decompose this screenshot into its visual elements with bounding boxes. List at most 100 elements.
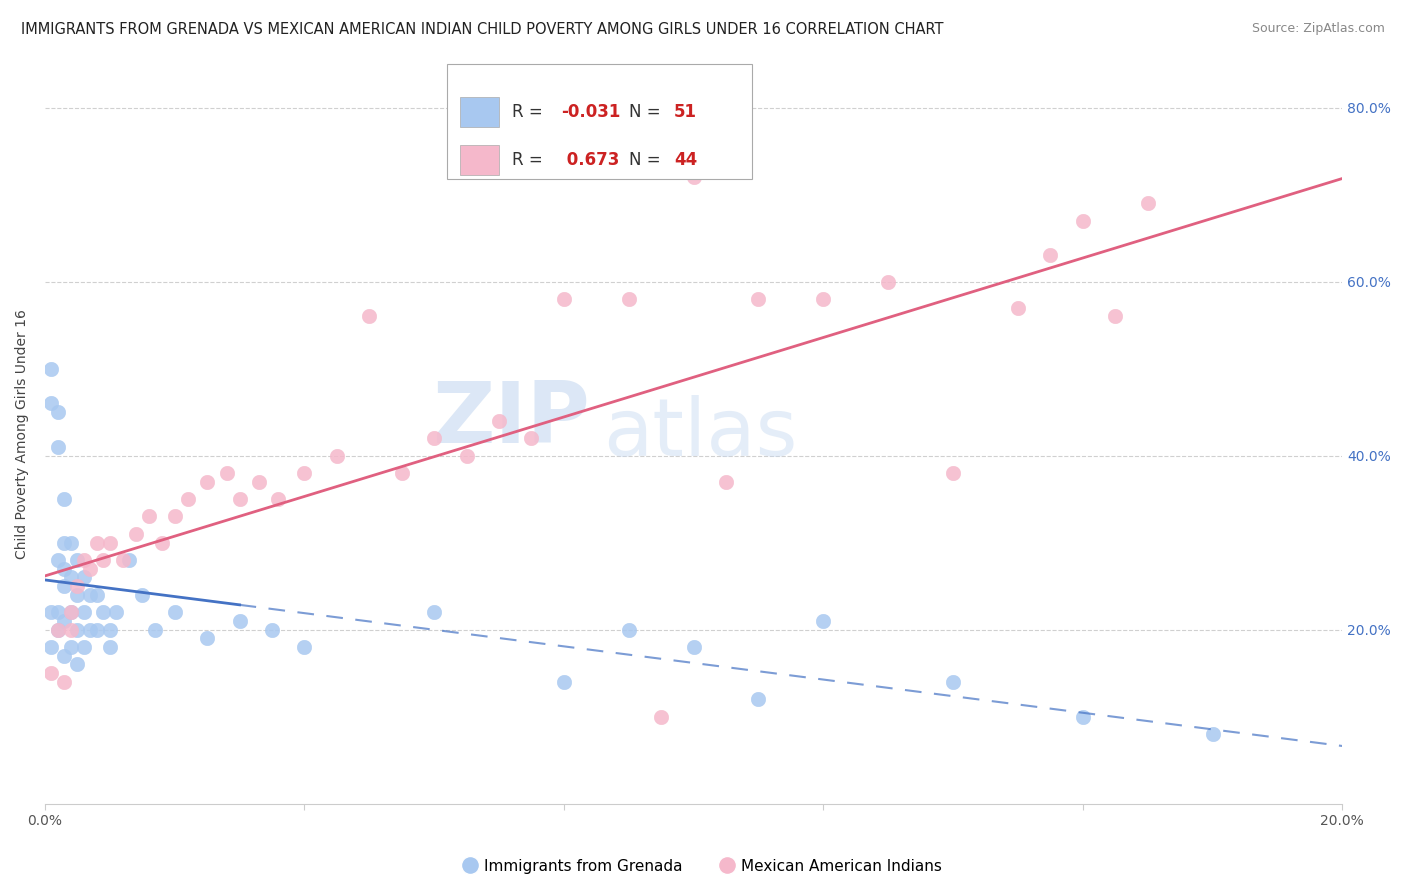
- Point: [195, 475, 218, 489]
- Point: [59, 623, 82, 637]
- Point: [53, 561, 76, 575]
- Point: [118, 553, 141, 567]
- Point: [456, 449, 478, 463]
- Point: [1201, 727, 1223, 741]
- Point: [66, 657, 89, 672]
- Text: ZIP: ZIP: [432, 377, 591, 460]
- Point: [423, 431, 446, 445]
- Point: [553, 292, 575, 306]
- Point: [93, 553, 115, 567]
- FancyBboxPatch shape: [447, 64, 752, 178]
- Point: [942, 466, 965, 480]
- Point: [73, 640, 96, 654]
- Point: [260, 623, 283, 637]
- Point: [79, 561, 101, 575]
- Point: [1136, 196, 1159, 211]
- Point: [66, 588, 89, 602]
- Point: [98, 640, 121, 654]
- Point: [553, 674, 575, 689]
- Point: [942, 674, 965, 689]
- Point: [46, 553, 69, 567]
- Point: [46, 440, 69, 454]
- Point: [813, 292, 835, 306]
- Point: [228, 491, 250, 506]
- Point: [86, 535, 108, 549]
- Point: [111, 553, 134, 567]
- Point: [98, 535, 121, 549]
- Point: [53, 674, 76, 689]
- Point: [59, 605, 82, 619]
- Point: [125, 526, 148, 541]
- Point: [1104, 310, 1126, 324]
- Point: [267, 491, 290, 506]
- Point: [617, 623, 640, 637]
- Point: [98, 623, 121, 637]
- Point: [66, 553, 89, 567]
- Text: 0.673: 0.673: [561, 151, 620, 169]
- Point: [1071, 709, 1094, 723]
- Point: [105, 605, 128, 619]
- Point: [66, 623, 89, 637]
- Point: [41, 396, 63, 410]
- Point: [53, 491, 76, 506]
- Text: atlas: atlas: [603, 395, 797, 473]
- Point: [59, 640, 82, 654]
- FancyBboxPatch shape: [460, 145, 499, 175]
- Point: [41, 666, 63, 681]
- Text: -0.031: -0.031: [561, 103, 620, 121]
- Point: [813, 614, 835, 628]
- Point: [423, 605, 446, 619]
- Point: [53, 535, 76, 549]
- FancyBboxPatch shape: [460, 97, 499, 127]
- Point: [53, 579, 76, 593]
- Point: [1071, 213, 1094, 227]
- Point: [93, 605, 115, 619]
- Point: [143, 623, 166, 637]
- Point: [41, 605, 63, 619]
- Point: [46, 605, 69, 619]
- Point: [520, 431, 543, 445]
- Point: [66, 579, 89, 593]
- Point: [228, 614, 250, 628]
- Text: IMMIGRANTS FROM GRENADA VS MEXICAN AMERICAN INDIAN CHILD POVERTY AMONG GIRLS UND: IMMIGRANTS FROM GRENADA VS MEXICAN AMERI…: [21, 22, 943, 37]
- Point: [247, 475, 270, 489]
- Text: R =: R =: [512, 103, 543, 121]
- Point: [215, 466, 238, 480]
- Point: [877, 275, 900, 289]
- Point: [195, 632, 218, 646]
- Text: Source: ZipAtlas.com: Source: ZipAtlas.com: [1251, 22, 1385, 36]
- Point: [53, 648, 76, 663]
- Point: [714, 475, 737, 489]
- Point: [488, 414, 510, 428]
- Point: [41, 361, 63, 376]
- Point: [46, 623, 69, 637]
- Point: [59, 535, 82, 549]
- Point: [46, 623, 69, 637]
- Point: [53, 614, 76, 628]
- Point: [1039, 248, 1062, 262]
- Point: [86, 623, 108, 637]
- Point: [150, 535, 173, 549]
- Point: [682, 170, 704, 185]
- Legend: Immigrants from Grenada, Mexican American Indians: Immigrants from Grenada, Mexican America…: [458, 853, 948, 880]
- Y-axis label: Child Poverty Among Girls Under 16: Child Poverty Among Girls Under 16: [15, 309, 30, 558]
- Point: [176, 491, 198, 506]
- Point: [86, 588, 108, 602]
- Point: [747, 292, 769, 306]
- Point: [650, 709, 672, 723]
- Text: N =: N =: [628, 103, 661, 121]
- Point: [59, 605, 82, 619]
- Text: N =: N =: [628, 151, 661, 169]
- Point: [73, 605, 96, 619]
- Point: [163, 605, 186, 619]
- Text: 51: 51: [673, 103, 697, 121]
- Point: [326, 449, 349, 463]
- Point: [41, 640, 63, 654]
- Point: [46, 405, 69, 419]
- Point: [163, 509, 186, 524]
- Point: [79, 588, 101, 602]
- Text: R =: R =: [512, 151, 543, 169]
- Point: [294, 640, 316, 654]
- Point: [138, 509, 160, 524]
- Point: [73, 570, 96, 584]
